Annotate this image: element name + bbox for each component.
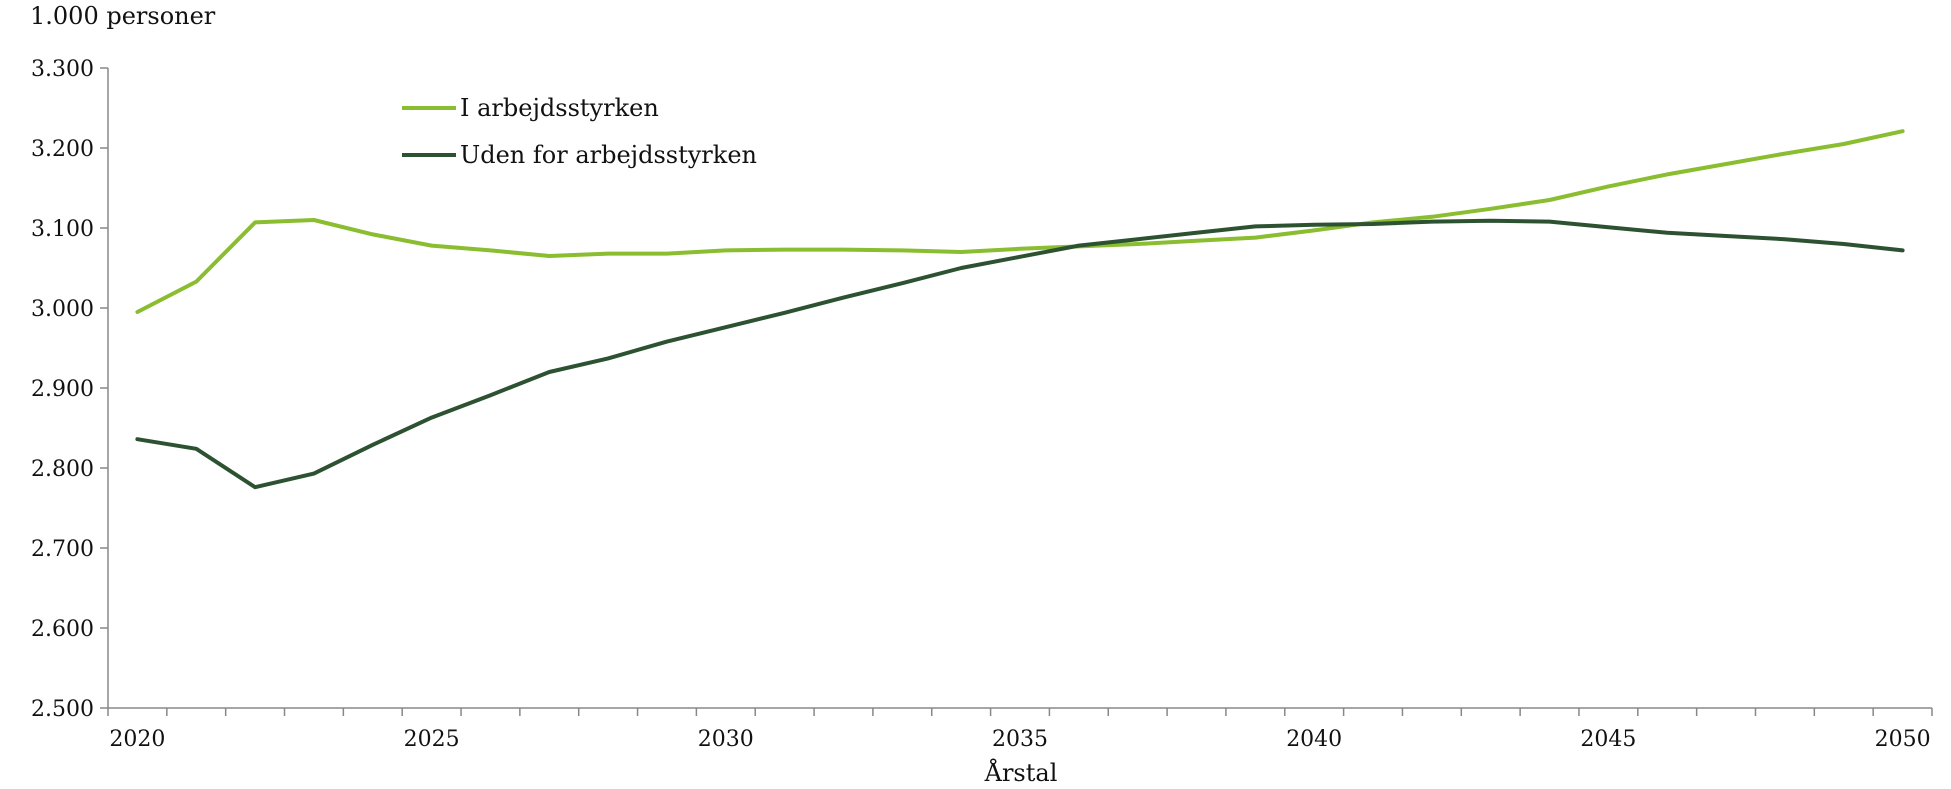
legend-label-uden-for-arbejdsstyrken: Uden for arbejdsstyrken [460, 141, 757, 169]
y-axis-title: 1.000 personer [30, 2, 216, 30]
x-tick-label: 2035 [992, 727, 1048, 752]
y-tick-label: 2.800 [31, 457, 94, 482]
y-tick-label: 3.000 [31, 297, 94, 322]
y-tick-label: 3.100 [31, 217, 94, 242]
y-tick-label: 2.600 [31, 617, 94, 642]
x-tick-label: 2050 [1875, 727, 1931, 752]
x-tick-label: 2045 [1580, 727, 1636, 752]
x-tick-label: 2040 [1286, 727, 1342, 752]
legend-item-uden-for-arbejdsstyrken: Uden for arbejdsstyrken [402, 141, 757, 169]
y-tick-label: 3.200 [31, 137, 94, 162]
x-axis: 2020 2025 2030 2035 2040 2045 2050 [107, 707, 1933, 752]
x-tick-label: 2020 [109, 727, 165, 752]
x-tick-label: 2025 [404, 727, 460, 752]
y-tick-label: 2.700 [31, 537, 94, 562]
y-tick-label: 3.300 [31, 57, 94, 82]
series-line-i-arbejdsstyrken [135, 129, 1905, 314]
y-tick-label: 2.500 [31, 697, 94, 722]
series-layer [135, 129, 1905, 490]
x-tick-label: 2030 [698, 727, 754, 752]
x-axis-title: Årstal [984, 758, 1058, 787]
y-axis: 2.500 2.600 2.700 2.800 2.900 3.000 3.100 3.200… [31, 57, 109, 722]
legend-label-i-arbejdsstyrken: I arbejdsstyrken [460, 94, 659, 122]
series-line-uden-for-arbejdsstyrken [135, 218, 1905, 490]
legend: I arbejdsstyrken Uden for arbejdsstyrken [402, 94, 757, 169]
y-tick-label: 2.900 [31, 377, 94, 402]
legend-item-i-arbejdsstyrken: I arbejdsstyrken [402, 94, 659, 122]
